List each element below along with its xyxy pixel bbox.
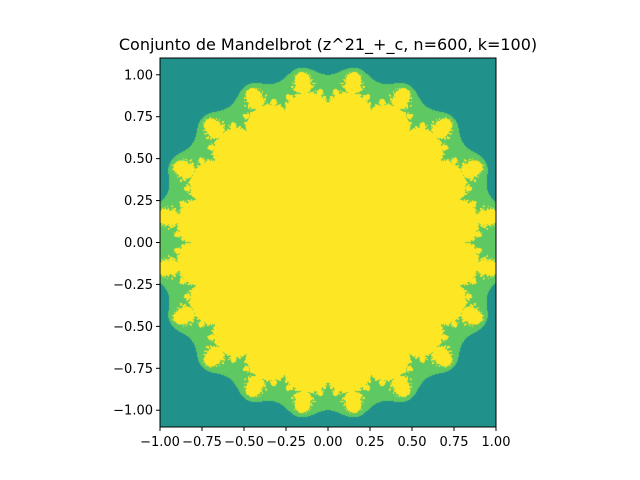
x-tick-label: 0.00 xyxy=(314,435,343,450)
y-tick-label: −0.25 xyxy=(113,278,153,293)
chart-title: Conjunto de Mandelbrot (z^21_+_c, n=600,… xyxy=(119,35,537,55)
x-tick-label: 0.50 xyxy=(398,435,427,450)
y-tick-label: −0.75 xyxy=(113,362,153,377)
y-tick-label: −0.50 xyxy=(113,320,153,335)
fractal-image-container xyxy=(160,58,496,427)
x-tick-label: 1.00 xyxy=(482,435,511,450)
x-tick-label: 0.25 xyxy=(356,435,385,450)
x-tick-label: −1.00 xyxy=(140,435,180,450)
y-tick-label: 0.75 xyxy=(124,110,153,125)
y-tick-label: −1.00 xyxy=(113,404,153,419)
y-tick-label: 0.25 xyxy=(124,194,153,209)
y-tick-label: 1.00 xyxy=(124,68,153,83)
x-tick-label: −0.25 xyxy=(266,435,306,450)
x-tick-label: −0.75 xyxy=(182,435,222,450)
x-tick-label: −0.50 xyxy=(224,435,264,450)
x-tick-label: 0.75 xyxy=(440,435,469,450)
plot-area xyxy=(160,58,496,427)
fractal-image xyxy=(160,58,496,427)
y-tick-label: 0.50 xyxy=(124,152,153,167)
y-tick-label: 0.00 xyxy=(124,236,153,251)
